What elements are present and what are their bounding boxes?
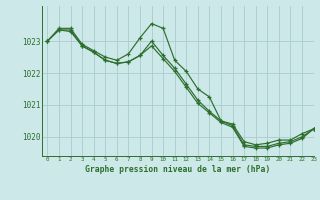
X-axis label: Graphe pression niveau de la mer (hPa): Graphe pression niveau de la mer (hPa): [85, 165, 270, 174]
